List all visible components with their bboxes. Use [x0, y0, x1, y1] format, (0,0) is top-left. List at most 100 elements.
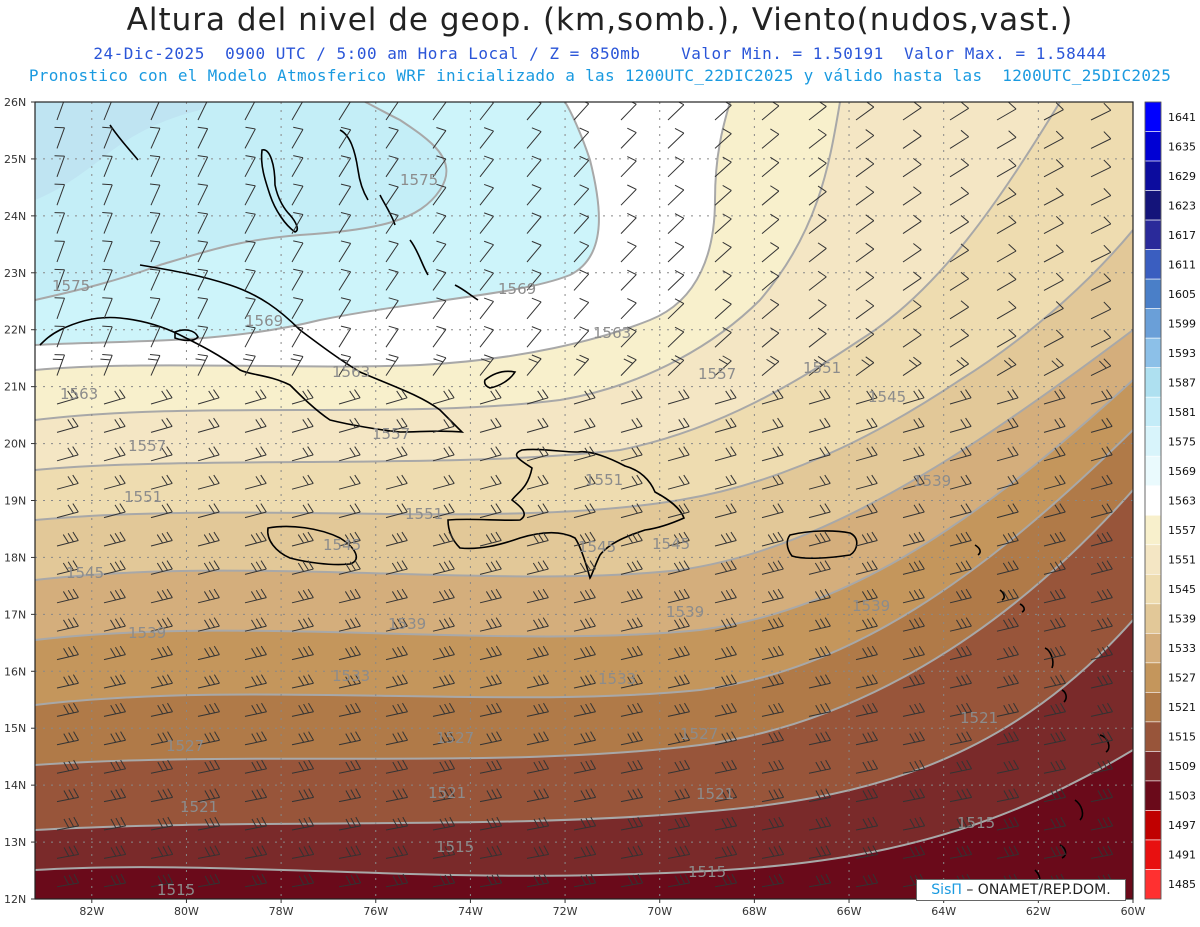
wind-barb — [573, 354, 590, 376]
wind-barb — [526, 674, 549, 689]
wind-barb — [1090, 474, 1113, 490]
wind-barb — [150, 702, 173, 717]
wind-barb — [573, 702, 596, 717]
contour-label: 1515 — [157, 881, 195, 899]
wind-barb — [573, 503, 596, 519]
wind-barb — [1043, 845, 1067, 859]
wind-barb — [573, 531, 596, 547]
wind-barb — [667, 674, 690, 689]
wind-barb — [150, 389, 173, 405]
colorbar-label: 1503 — [1168, 790, 1196, 803]
contour-label: 1521 — [180, 798, 218, 816]
wind-barb — [150, 560, 173, 575]
wind-barb — [385, 417, 408, 433]
wind-barb — [714, 617, 737, 632]
wind-barb — [1043, 588, 1066, 604]
wind-barb — [714, 788, 738, 803]
wind-barb — [102, 212, 113, 234]
shaded-geopotential-field — [35, 102, 1133, 899]
wind-barb — [432, 617, 455, 632]
wind-barb — [667, 617, 690, 632]
wind-barb — [667, 816, 691, 831]
wind-barb — [291, 816, 315, 831]
wind-barb — [573, 674, 596, 689]
wind-barb — [244, 102, 256, 121]
lat-label: 18N — [4, 551, 26, 564]
wind-barb — [147, 353, 161, 376]
wind-barb — [714, 270, 732, 291]
lon-label: 66W — [837, 905, 862, 918]
wind-barb — [808, 474, 831, 490]
wind-barb — [385, 389, 408, 405]
wind-barb — [479, 183, 494, 206]
wind-barb — [996, 617, 1019, 632]
wind-barb — [102, 297, 113, 319]
wind-barb — [902, 788, 926, 803]
wind-barb — [1043, 389, 1066, 405]
wind-barb — [1090, 503, 1113, 519]
wind-barb — [385, 240, 399, 263]
wind-barb — [338, 845, 362, 859]
wind-barb — [338, 183, 352, 206]
contour-label: 1521 — [428, 784, 466, 802]
wind-barb — [244, 389, 267, 405]
wind-barb — [197, 126, 209, 149]
wind-barb — [902, 560, 925, 575]
colorbar-label: 1539 — [1168, 613, 1196, 626]
wind-barb — [197, 240, 209, 263]
wind-barb — [573, 617, 596, 632]
wind-barb — [620, 531, 643, 547]
wind-barb — [808, 873, 832, 888]
wind-barb — [761, 242, 780, 263]
wind-barb — [808, 242, 827, 263]
contour-label: 1515 — [688, 863, 726, 881]
wind-barb — [432, 325, 447, 348]
wind-barb — [338, 212, 352, 234]
colorbar-swatch — [1144, 692, 1162, 723]
contour-label: 1557 — [372, 425, 410, 443]
wind-barb — [667, 560, 690, 575]
wind-barb — [338, 531, 361, 547]
wind-barb — [620, 474, 643, 490]
wind-barb — [996, 474, 1019, 490]
wind-barb — [479, 417, 502, 433]
wind-barb — [526, 788, 550, 803]
wind-barb — [479, 560, 502, 575]
wind-barb — [291, 446, 314, 462]
wind-barb — [949, 357, 969, 377]
wind-barb — [197, 645, 220, 661]
wind-barb — [244, 674, 267, 689]
wind-barb — [855, 560, 878, 575]
colorbar-label: 1629 — [1168, 170, 1196, 183]
wind-barb — [103, 417, 126, 433]
wind-barb — [432, 474, 455, 490]
wind-barb — [197, 588, 220, 604]
contour-label: 1575 — [400, 171, 438, 189]
colorbar-label: 1533 — [1168, 642, 1196, 655]
wind-barb — [949, 158, 969, 178]
wind-barb — [667, 326, 685, 348]
lon-label: 64W — [931, 905, 956, 918]
model-info-line: Pronostico con el Modelo Atmosferico WRF… — [28, 66, 1172, 85]
wind-barb — [714, 759, 737, 774]
wind-barb — [244, 702, 267, 717]
wind-barb — [996, 503, 1019, 519]
wind-barb — [573, 184, 590, 206]
wind-barb — [244, 788, 268, 803]
wind-barb — [432, 873, 456, 888]
colorbar-swatch — [1144, 337, 1162, 368]
contour-label: 1515 — [957, 814, 995, 832]
wind-barb — [761, 270, 780, 291]
wind-barb — [949, 588, 972, 604]
coastlines — [39, 124, 1110, 887]
wind-barb — [103, 389, 126, 405]
wind-barb — [479, 155, 494, 178]
wind-barb — [103, 102, 112, 121]
wind-barb — [714, 327, 732, 348]
wind-barb — [714, 816, 738, 831]
wind-barb — [902, 186, 922, 206]
wind-barb — [902, 845, 926, 859]
wind-barb — [573, 759, 596, 774]
lat-label: 15N — [4, 722, 26, 735]
wind-barb — [808, 617, 831, 632]
